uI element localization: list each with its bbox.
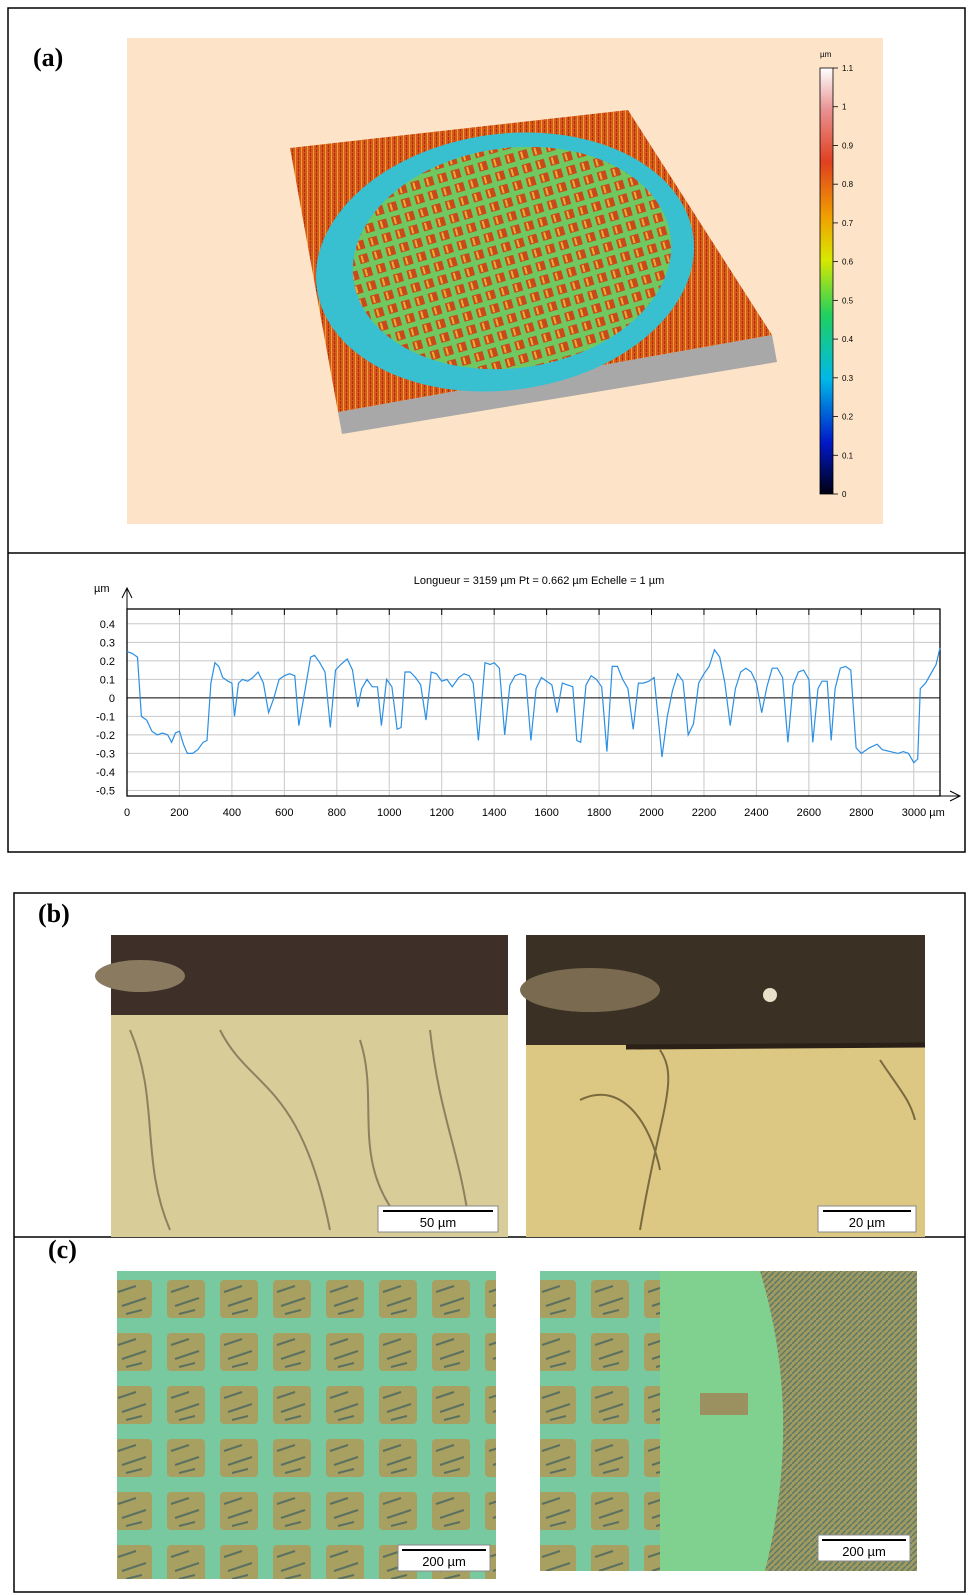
panel-label: (b) [38,899,70,928]
x-tick-label: 0 [124,807,130,819]
x-tick-label: 2200 [692,807,716,819]
x-tick-label: 800 [328,807,346,819]
colorbar-tick-label: 0.4 [842,335,854,344]
chart-title: Longueur = 3159 µm Pt = 0.662 µm Echelle… [414,575,664,587]
colorbar-tick-label: 0.8 [842,180,854,189]
scale-bar-label: 50 µm [420,1215,456,1230]
y-tick-label: 0 [109,693,115,705]
y-axis-label: µm [94,583,110,595]
colorbar-tick-label: 0.1 [842,451,854,460]
colorbar-tick-label: 0.2 [842,413,854,422]
colorbar-tick-label: 0.3 [842,374,854,383]
y-tick-label: -0.2 [96,730,115,742]
y-tick-label: 0.1 [100,674,115,686]
y-tick-label: 0.3 [100,637,115,649]
x-axis-arrow [940,790,962,802]
panel-label: (c) [48,1235,77,1264]
x-tick-label: 2600 [797,807,821,819]
x-tick-label: 2400 [744,807,768,819]
y-tick-label: 0.4 [100,619,115,631]
colorbar-tick-label: 0 [842,490,847,499]
x-tick-label: 600 [275,807,293,819]
colorbar [819,67,834,495]
x-tick-label: 1000 [377,807,401,819]
x-tick-label: 1200 [429,807,453,819]
plot-frame [126,608,941,797]
colorbar-unit: µm [820,50,832,59]
x-tick-label: 200 [170,807,188,819]
colorbar-tick-label: 1 [842,103,847,112]
colorbar-tick-label: 0.5 [842,296,854,305]
micrograph [540,1271,917,1571]
x-tick-label: 1800 [587,807,611,819]
colorbar-tick-label: 0.9 [842,141,854,150]
scale-bar-label: 200 µm [422,1554,466,1569]
x-tick-label: 3000 µm [902,807,945,819]
x-tick-label: 1600 [534,807,558,819]
y-tick-label: -0.4 [96,767,115,779]
micrograph [95,935,508,1237]
frame-bc [13,892,966,1593]
colorbar-tick-label: 0.6 [842,258,854,267]
y-tick-label: -0.1 [96,711,115,723]
colorbar-tick-label: 0.7 [842,219,854,228]
frame-a [7,7,966,853]
colorbar-tick-label: 1.1 [842,64,854,73]
panel-label: (a) [33,43,63,72]
scale-bar-label: 20 µm [849,1215,885,1230]
y-tick-label: -0.5 [96,785,115,797]
micrograph [117,1271,496,1579]
y-tick-label: -0.3 [96,748,115,760]
x-tick-label: 400 [223,807,241,819]
scale-bar-label: 200 µm [842,1544,886,1559]
x-tick-label: 2800 [849,807,873,819]
micrograph [520,935,926,1237]
profile-line [126,647,941,764]
y-axis-arrow [121,586,133,609]
x-tick-label: 1400 [482,807,506,819]
y-tick-label: 0.2 [100,656,115,668]
x-tick-label: 2000 [639,807,663,819]
surface-image [127,38,883,524]
